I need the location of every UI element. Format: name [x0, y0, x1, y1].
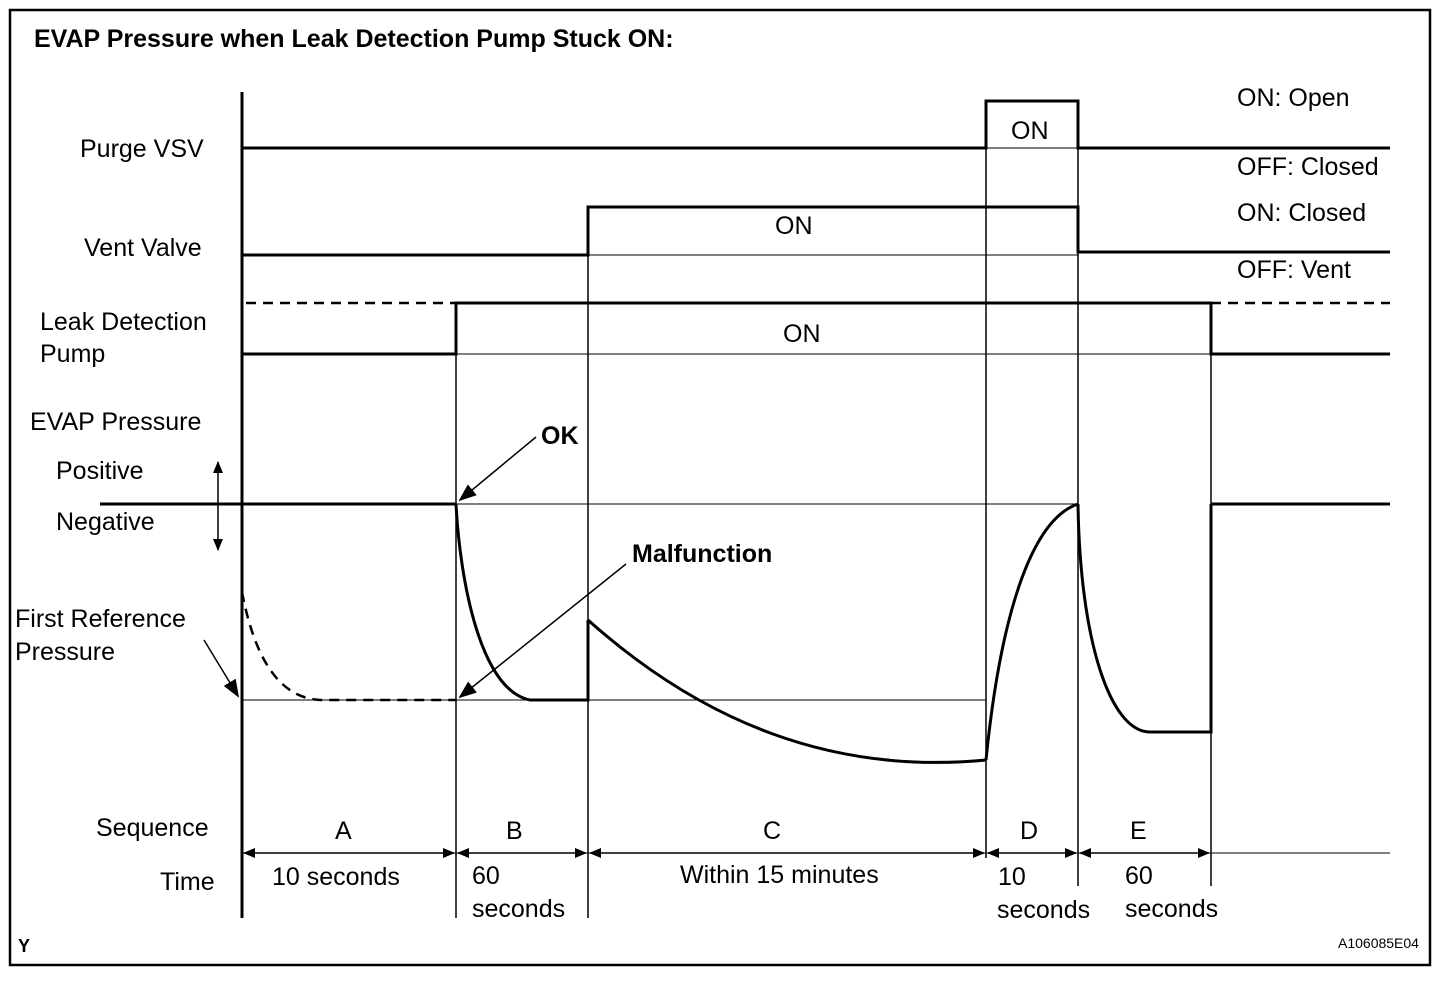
diagram-title: EVAP Pressure when Leak Detection Pump S…	[34, 25, 674, 53]
malfunction-arrow	[458, 563, 627, 699]
phase-a-dashed-decay	[240, 591, 456, 702]
outer-border	[8, 8, 1432, 967]
vent-valve-legend-off: OFF: Vent	[1237, 256, 1351, 284]
purge-vsv-trace	[242, 99, 1390, 150]
malfunction-label: Malfunction	[632, 540, 772, 568]
phase-e-time-line2: seconds	[1125, 895, 1218, 923]
purge-vsv-legend-off: OFF: Closed	[1237, 153, 1379, 181]
phase-e-drop-curve	[1076, 503, 1213, 734]
ok-arrow	[458, 436, 537, 502]
ok-label: OK	[541, 422, 579, 450]
vent-valve-on-text: ON	[775, 212, 813, 240]
phase-d-rise-curve	[984, 502, 1079, 761]
positive-label: Positive	[56, 457, 144, 485]
phase-e-letter: E	[1130, 817, 1147, 845]
corner-left-mark: Y	[18, 936, 30, 956]
vent-valve-legend-on: ON: Closed	[1237, 199, 1366, 227]
phase-b-letter: B	[506, 817, 523, 845]
phase-d-letter: D	[1020, 817, 1038, 845]
negative-label: Negative	[56, 508, 155, 536]
phase-d-time-line2: seconds	[997, 896, 1090, 924]
time-label: Time	[160, 868, 215, 896]
figure-code: A106085E04	[1338, 935, 1419, 951]
vent-valve-trace	[242, 205, 1390, 257]
phase-b-time-line1: 60	[472, 862, 500, 890]
vent-valve-label: Vent Valve	[84, 234, 202, 262]
leak-pump-label-line2: Pump	[40, 340, 105, 368]
leak-pump-trace	[242, 301, 1390, 356]
reference-label-line1: First Reference	[15, 605, 186, 633]
phase-d-time-line1: 10	[998, 863, 1026, 891]
evap-pressure-label: EVAP Pressure	[30, 408, 201, 436]
reference-label-line2: Pressure	[15, 638, 115, 666]
leak-pump-label-line1: Leak Detection	[40, 308, 207, 336]
leak-pump-on-text: ON	[783, 320, 821, 348]
phase-c-letter: C	[763, 817, 781, 845]
phase-c-decay-curve	[587, 618, 987, 764]
purge-vsv-label: Purge VSV	[80, 135, 204, 163]
phase-a-time: 10 seconds	[272, 863, 400, 891]
purge-vsv-legend-on: ON: Open	[1237, 84, 1350, 112]
phase-b-time-line2: seconds	[472, 895, 565, 923]
phase-e-time-line1: 60	[1125, 862, 1153, 890]
phase-c-time: Within 15 minutes	[680, 861, 879, 889]
phase-b-ok-curve	[454, 503, 590, 702]
phase-boundaries	[455, 101, 1212, 918]
purge-vsv-on-text: ON	[1011, 117, 1049, 145]
reference-arrow	[203, 639, 240, 698]
phase-a-letter: A	[335, 817, 352, 845]
sequence-label: Sequence	[96, 814, 209, 842]
